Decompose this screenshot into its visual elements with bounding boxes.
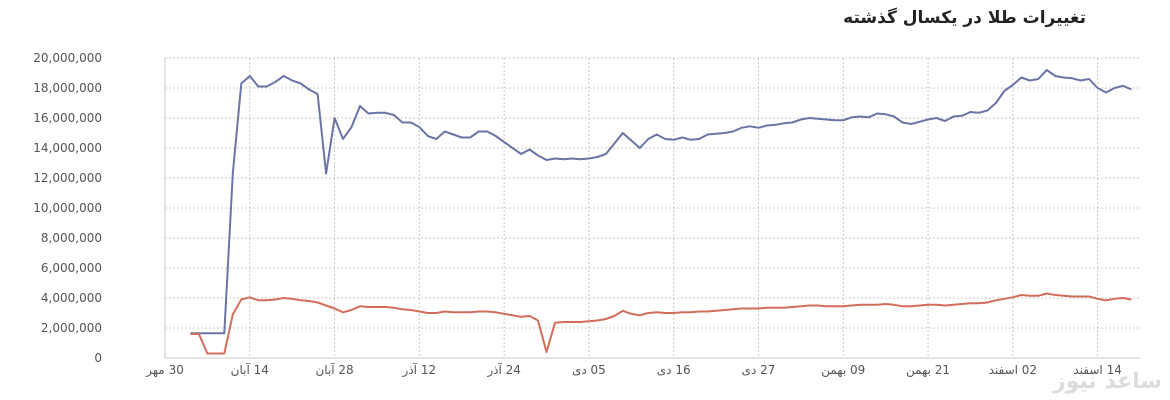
y-tick-label: 4,000,000 — [41, 291, 102, 305]
x-tick-label: 02 اسفند — [989, 363, 1037, 377]
chart-title: تغییرات طلا در یکسال گذشته — [843, 8, 1086, 28]
y-tick-label: 14,000,000 — [33, 141, 102, 155]
y-tick-label: 6,000,000 — [41, 261, 102, 275]
y-tick-label: 16,000,000 — [33, 111, 102, 125]
series-layer — [190, 69, 1132, 355]
x-tick-label: 14 آبان — [231, 362, 269, 377]
y-tick-label: 12,000,000 — [33, 171, 102, 185]
y-tick-label: 8,000,000 — [41, 231, 102, 245]
y-tick-label: 18,000,000 — [33, 81, 102, 95]
x-tick-label: 27 دی — [742, 363, 776, 377]
x-tick-label: 24 آذر — [486, 362, 521, 378]
x-tick-label: 09 بهمن — [821, 363, 865, 378]
grid-layer — [164, 57, 1140, 359]
y-tick-label: 10,000,000 — [33, 201, 102, 215]
x-tick-label: 28 آبان — [315, 362, 353, 377]
x-tick-label: 21 بهمن — [906, 363, 950, 378]
series-line-2 — [190, 292, 1132, 355]
x-tick-label: 14 اسفند — [1073, 363, 1121, 377]
x-axis-ticks: 30 مهر 14 آبان 28 آبان 12 آذر 24 آذر 05 دی 16 … — [145, 362, 1122, 378]
x-tick-label: 30 مهر — [145, 363, 184, 378]
x-tick-label: 05 دی — [572, 363, 606, 377]
y-tick-label: 20,000,000 — [33, 51, 102, 65]
x-tick-label: 16 دی — [657, 363, 691, 377]
series-line-1 — [190, 69, 1132, 335]
y-tick-label: 0 — [94, 351, 102, 365]
y-axis-ticks: 0 2,000,000 4,000,000 6,000,000 8,000,000 10,… — [33, 51, 102, 365]
x-tick-label: 12 آذر — [402, 362, 437, 378]
watermark-logo: ساعد نیوز — [1053, 369, 1162, 394]
y-tick-label: 2,000,000 — [41, 321, 102, 335]
